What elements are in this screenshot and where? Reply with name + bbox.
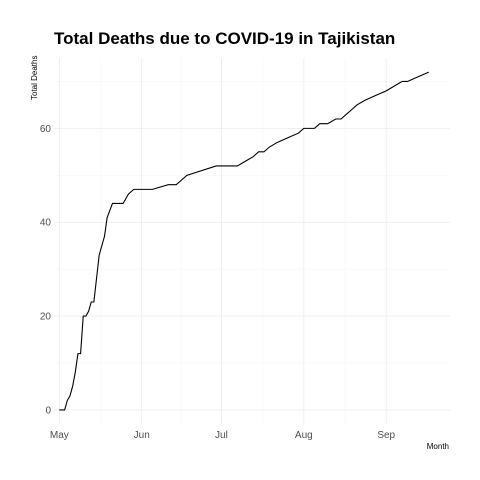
x-tick-label: Sep: [377, 430, 395, 441]
y-tick-label: 40: [40, 218, 52, 229]
chart-title: Total Deaths due to COVID-19 in Tajikist…: [54, 29, 395, 48]
x-tick-label: Jul: [215, 430, 228, 441]
y-tick-label: 20: [40, 312, 52, 323]
x-tick-label: Jun: [134, 430, 150, 441]
y-axis-label: Total Deaths: [30, 56, 39, 100]
grid: [54, 58, 450, 424]
y-tick-label: 0: [45, 405, 51, 416]
y-tick-label: 60: [40, 124, 52, 135]
series-line: [59, 71, 429, 411]
y-tick-labels: 0 20 40 60: [40, 124, 52, 417]
x-tick-labels: May Jun Jul Aug Sep: [50, 430, 396, 441]
x-axis-label: Month: [427, 442, 449, 451]
x-tick-label: Aug: [295, 430, 313, 441]
series-layer: [59, 71, 429, 411]
x-tick-label: May: [50, 430, 69, 441]
